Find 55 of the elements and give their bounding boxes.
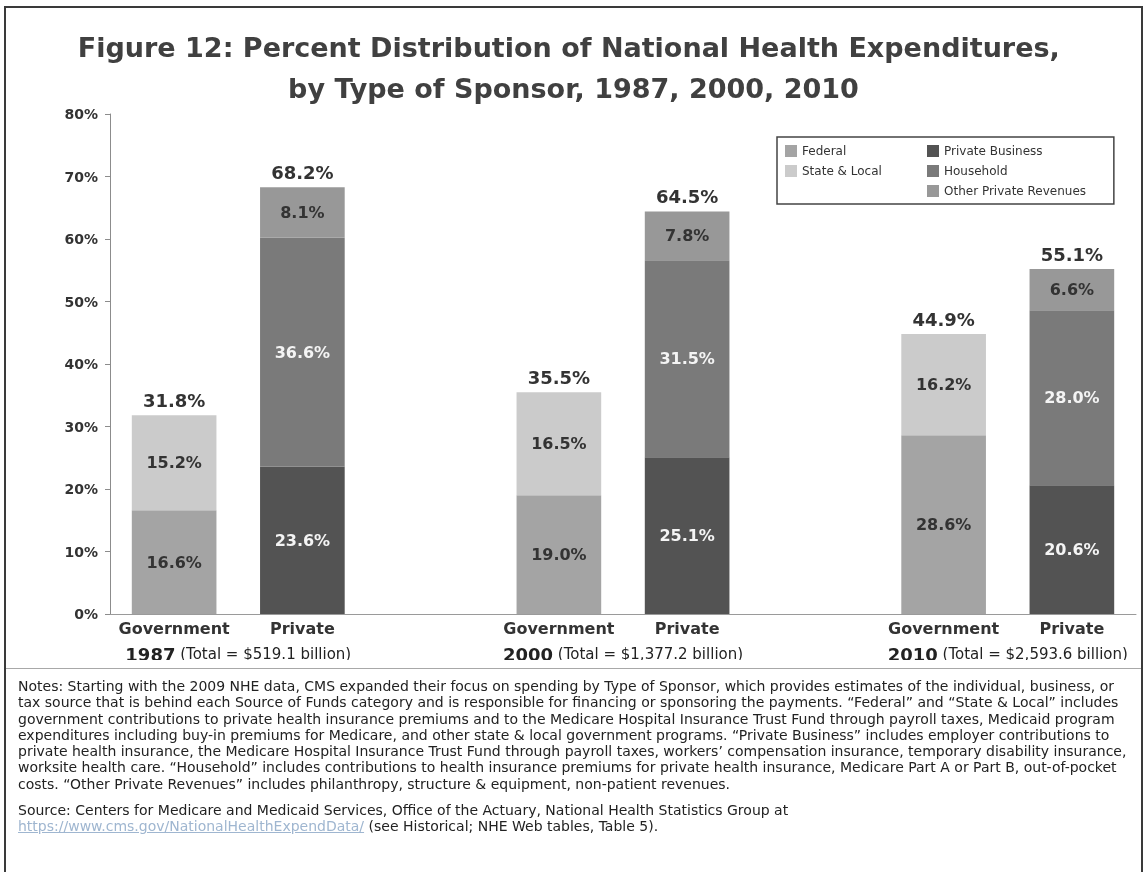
data-label: 8.1% [280,202,325,222]
data-label: 6.6% [1049,280,1095,300]
total-label: 35.5% [527,366,591,388]
total-label: 31.8% [142,389,206,411]
bar [644,457,730,614]
y-tick-label: 40% [64,356,98,372]
bar [644,211,730,261]
total-label: 68.2% [271,161,334,183]
y-tick-label: 20% [64,481,98,497]
y-tick-label: 0% [74,606,98,622]
text: Notes: Starting with the 2009 NHE data, CMS expanded their focus on spending by Type of Sponsor, which provides estimates of the individual, business, or tax source that is behind each Source of Funds category and is responsible for financing or sponsoring the payments. “Federal” and “State & Local” includes government contributions to private health insurance premiums and to the Medicare Hospital Insurance Trust Fund through payroll taxes, Medicaid program expenditures including buy-in premiums for Medicare, and other state & local government programs. “Private Business” includes employer contributions to private health insurance, the Medicare Hospital Insurance Trust Fund through payroll taxes, workers’ compensation insurance, temporary disability insurance, worksite health care. “Household” includes contributions to health insurance premiums for private health insurance, Medicare Part A or Part B, out-of-pocket costs. “Other Private Revenues” includes philanthropy, structure & equipment, non-patient revenues. [18,678,1128,793]
data-label: 36.6% [274,342,331,362]
x-tick-label: Government [503,618,615,638]
bar [644,260,730,458]
bar [131,415,217,511]
bar [260,237,345,467]
legend-label: Household [944,164,1008,178]
bar [516,392,602,496]
data-label: 20.6% [1044,540,1100,560]
bar [1029,310,1115,486]
y-tick-label: 50% [64,293,98,310]
bar [901,334,986,436]
legend-label: Other Private Revenues [944,184,1087,198]
data-label: 23.6% [274,530,331,550]
x-tick-label: Government [888,618,1000,638]
data-label: 25.1% [659,526,715,546]
chart-title: Figure 12: Percent Distribution of National Health Expenditures, by Type of Sponsor, 1987, 2000, 2010 [77,32,1070,104]
data-label: 7.8% [664,226,710,246]
data-label: 19.0% [531,545,587,565]
total-label: 44.9% [912,308,975,330]
y-tick-label: 70% [64,168,98,185]
y-tick-label: 60% [64,231,98,247]
legend-label: Private Business [944,144,1043,158]
x-tick-label: Private [269,618,335,638]
y-tick-label: 80% [64,106,98,122]
data-label: 16.5% [531,434,587,454]
data-label: 16.6% [146,552,202,572]
y-tick-label: 30% [64,418,98,435]
bar [1029,485,1115,614]
x-tick-label: Private [654,618,720,638]
data-label: 31.5% [659,349,715,369]
source-note: Source: Centers for Medicare and Medicaid Services, Office of the Actuary, National Health Statistics Group at https://www.cms.gov/NationalHealthExpendData/ (see Historical; NHE Web tables, Table 5). [18,802,790,835]
total-label: 64.5% [655,186,719,207]
x-tick-label: Government [118,618,231,638]
x-tick-label: Private [1039,618,1105,638]
y-tick-label: 10% [64,543,98,560]
data-label: 28.0% [1044,388,1100,408]
bar [260,466,345,614]
legend-label: Federal [802,144,847,158]
total-label: 55.1% [1040,243,1104,265]
data-label: 16.2% [915,375,972,395]
bar [260,187,345,238]
data-label: 28.6% [915,515,972,535]
data-label: 15.2% [146,453,202,473]
legend-label: State & Local [802,164,882,178]
